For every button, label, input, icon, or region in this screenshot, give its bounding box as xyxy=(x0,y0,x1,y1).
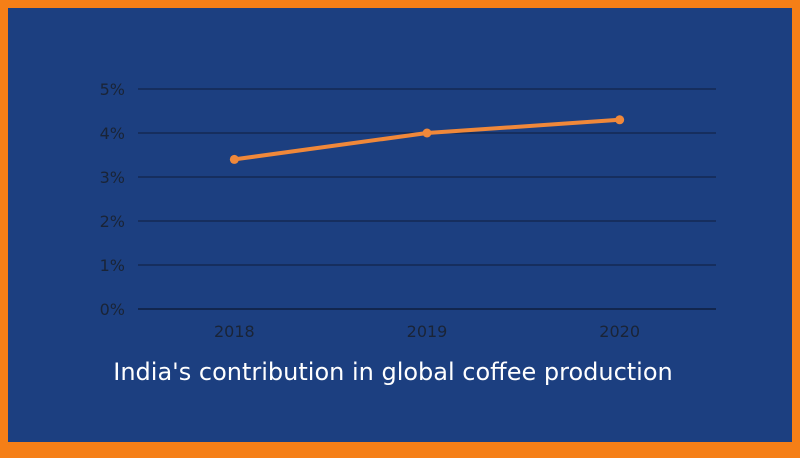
data-point xyxy=(229,154,239,164)
grid-lines xyxy=(138,88,716,310)
y-tick-label: 3% xyxy=(100,168,125,187)
x-axis: 2018 2019 2020 xyxy=(214,322,640,341)
x-tick-label: 2018 xyxy=(214,322,255,341)
y-tick-label: 1% xyxy=(100,256,125,275)
line-chart: 0% 1% 2% 3% 4% 5% 2018 2019 2020 xyxy=(100,80,716,341)
data-point xyxy=(615,115,625,125)
data-point xyxy=(422,128,432,138)
x-tick-label: 2020 xyxy=(599,322,640,341)
y-tick-label: 0% xyxy=(100,300,125,319)
plot-area xyxy=(229,115,625,164)
y-tick-label: 2% xyxy=(100,212,125,231)
chart-title: India's contribution in global coffee pr… xyxy=(113,358,673,386)
y-tick-label: 5% xyxy=(100,80,125,99)
x-tick-label: 2019 xyxy=(407,322,448,341)
y-tick-label: 4% xyxy=(100,124,125,143)
y-axis: 0% 1% 2% 3% 4% 5% xyxy=(100,80,125,319)
series-line xyxy=(232,117,622,162)
